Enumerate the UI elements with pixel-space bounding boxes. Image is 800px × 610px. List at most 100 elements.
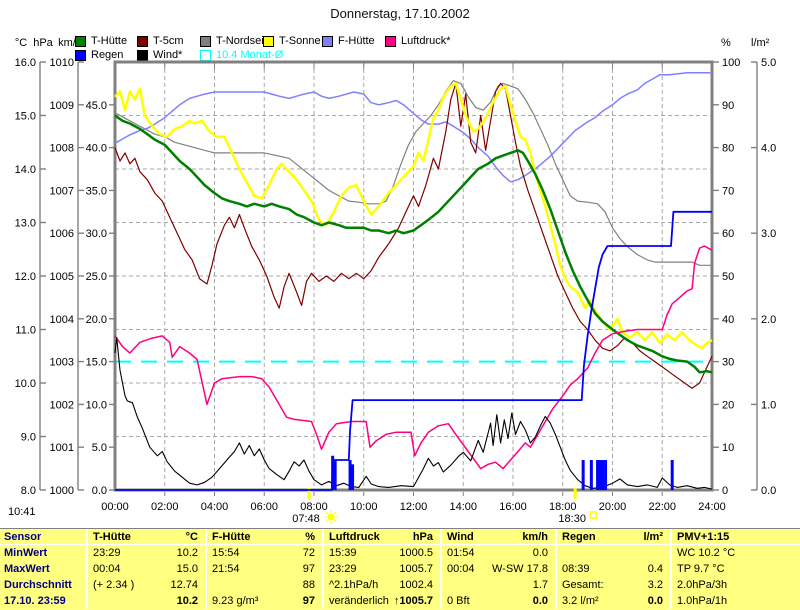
svg-text:00:00: 00:00 [101, 501, 129, 513]
regen-swatch-icon [75, 49, 86, 61]
table-header-sensor: Sensor [0, 529, 86, 545]
svg-text:06:00: 06:00 [250, 501, 278, 513]
legend-label: T-Sonne [279, 35, 321, 47]
cell-value: 0.0 [532, 547, 548, 559]
legend-item-regen[interactable]: Regen [75, 49, 123, 61]
table-header-wind: Wind km/h [440, 529, 555, 545]
cell-value: 88 [302, 579, 315, 591]
weather-chart: 8.09.010.011.012.013.014.015.016.0100010… [15, 57, 777, 525]
svg-text:5.0: 5.0 [761, 57, 776, 69]
legend-label: T-5cm [153, 35, 184, 47]
svg-text:10: 10 [722, 442, 734, 454]
cell-note: 3.2 l/m² [562, 595, 599, 607]
svg-text:70: 70 [722, 185, 734, 197]
table-cell: 01:54 0.0 [440, 545, 555, 561]
svg-text:0.0: 0.0 [761, 485, 776, 497]
t-sonne-swatch-icon [263, 35, 274, 47]
table-cell: (+ 2.34 ) 12.74 [86, 577, 205, 593]
cell-value: 0.4 [647, 563, 663, 575]
svg-text:15.0: 15.0 [86, 357, 107, 369]
svg-text:24:00: 24:00 [698, 501, 726, 513]
cell-value: 1002.4 [399, 579, 433, 591]
legend-item-f-huette[interactable]: F-Hütte [322, 35, 375, 47]
axis-unit-celsius: °C [14, 37, 28, 49]
cell-value: 1.0hPa/1h [677, 595, 728, 607]
col-unit: °C [185, 530, 198, 543]
table-cell: 00:04 15.0 [86, 561, 205, 577]
svg-text:8.0: 8.0 [21, 485, 36, 497]
cell-note: veränderlich [329, 595, 389, 607]
svg-text:1003: 1003 [50, 357, 74, 369]
svg-text:9.0: 9.0 [21, 432, 36, 444]
col-unit: l/m² [643, 530, 663, 543]
svg-text:50: 50 [722, 271, 734, 283]
sunrise-sun-icon [324, 510, 338, 524]
table-header-t-huette: T-Hütte °C [86, 529, 205, 545]
hour-ticks [164, 63, 663, 496]
axis-unit-hpa: hPa [33, 37, 53, 49]
series-regen-summe [115, 210, 712, 491]
legend-item-t-5cm[interactable]: T-5cm [137, 35, 184, 47]
col-header: T-Hütte [93, 530, 131, 543]
col-unit: % [305, 530, 315, 543]
luftdruck-swatch-icon [385, 35, 396, 47]
svg-text:20:00: 20:00 [599, 501, 627, 513]
axes [39, 61, 758, 491]
cell-value: 97 [302, 563, 315, 575]
svg-text:12:00: 12:00 [400, 501, 428, 513]
svg-text:40.0: 40.0 [86, 143, 107, 155]
table-cell-pmv: WC 10.2 °C [670, 545, 800, 561]
series-t-huette [114, 114, 713, 374]
svg-text:15.0: 15.0 [15, 111, 36, 123]
legend-item-t-nordseite[interactable]: T-Nordseite [200, 35, 273, 47]
cell-time: 01:54 [447, 547, 475, 559]
axis-labels: 8.09.010.011.012.013.014.015.016.0100010… [15, 57, 777, 497]
cell-value: 2.0hPa/3h [677, 579, 728, 591]
col-header: F-Hütte [212, 530, 251, 543]
cell-note: Gesamt: [562, 579, 604, 591]
svg-text:3.0: 3.0 [761, 228, 776, 240]
table-cell: veränderlich ↑1005.7 [322, 593, 440, 609]
table-cell [555, 545, 670, 561]
table-header-f-huette: F-Hütte% [205, 529, 322, 545]
svg-text:0.0: 0.0 [92, 485, 107, 497]
t-nordseite-swatch-icon [200, 35, 211, 47]
legend-label: F-Hütte [338, 35, 375, 47]
table-header-luftdruck: Luftdruck hPa [322, 529, 440, 545]
legend-item-luftdruck[interactable]: Luftdruck* [385, 35, 451, 47]
table-header-pmv: PMV+1:15 [670, 529, 800, 545]
series-f-huette [114, 71, 712, 183]
cell-value: 1005.7 [399, 563, 433, 575]
table-cell: 10.2 [86, 593, 205, 609]
table-cell: 15:54 72 [205, 545, 322, 561]
table-cell: 1.7 [440, 577, 555, 593]
row-label-maxwert: MaxWert [4, 563, 50, 575]
row-label-current: 17.10. 23:59 [4, 595, 66, 607]
legend-item-monatsmittel[interactable]: 10.4 Monat-Ø [200, 49, 283, 61]
svg-text:02:00: 02:00 [151, 501, 179, 513]
legend-item-t-huette[interactable]: T-Hütte [75, 35, 127, 47]
cell-value: 12.74 [170, 579, 198, 591]
legend-label: Regen [91, 49, 124, 61]
t-5cm-swatch-icon [137, 35, 148, 47]
t-huette-swatch-icon [75, 35, 86, 47]
table-cell: 15:39 1000.5 [322, 545, 440, 561]
svg-text:11.0: 11.0 [15, 325, 36, 337]
svg-text:1004: 1004 [50, 314, 74, 326]
legend-item-wind[interactable]: Wind* [137, 49, 182, 61]
legend-label: Luftdruck* [401, 35, 451, 47]
svg-text:35.0: 35.0 [86, 185, 107, 197]
cell-time: 15:39 [329, 547, 357, 559]
table-cell: 23:29 1005.7 [322, 561, 440, 577]
cell-value: 72 [302, 547, 315, 559]
rain-bars [331, 455, 674, 490]
cell-value: WC 10.2 °C [677, 547, 736, 559]
col-header: Wind [447, 530, 474, 543]
cell-time: 08:39 [562, 563, 590, 575]
page-title: Donnerstag, 17.10.2002 [330, 6, 470, 21]
cell-current-value: 97 [302, 595, 315, 607]
legend-item-t-sonne[interactable]: T-Sonne [263, 35, 321, 47]
col-unit: km/h [522, 530, 548, 543]
series-luftdruck [114, 245, 713, 470]
current-time: 10:41 [8, 506, 36, 518]
